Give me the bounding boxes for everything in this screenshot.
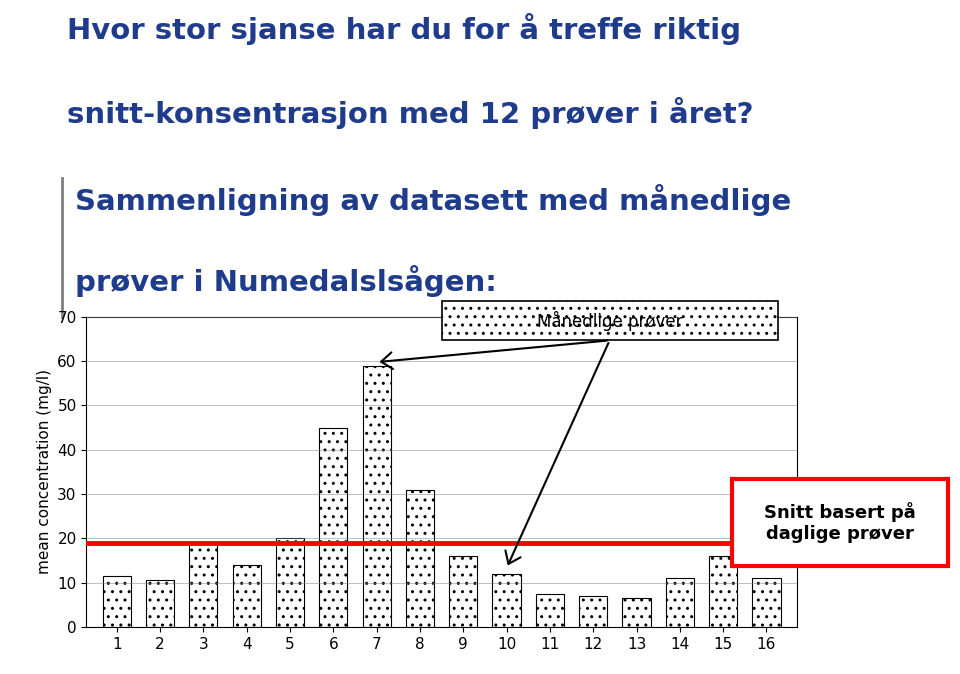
Bar xyxy=(622,598,651,627)
Bar xyxy=(103,576,131,627)
Text: Snitt basert på
daglige prøver: Snitt basert på daglige prøver xyxy=(763,502,916,543)
Text: snitt-konsentrasjon med 12 prøver i året?: snitt-konsentrasjon med 12 prøver i året… xyxy=(67,97,754,129)
Bar xyxy=(709,556,737,627)
Bar xyxy=(753,578,780,627)
Bar xyxy=(579,596,608,627)
FancyBboxPatch shape xyxy=(442,301,778,340)
FancyBboxPatch shape xyxy=(732,479,948,566)
Bar xyxy=(363,365,391,627)
Bar xyxy=(320,427,348,627)
Bar xyxy=(666,578,694,627)
Text: prøver i Numedalslsågen:: prøver i Numedalslsågen: xyxy=(75,266,496,297)
Text: Hvor stor sjanse har du for å treffe riktig: Hvor stor sjanse har du for å treffe rik… xyxy=(67,13,741,45)
Y-axis label: mean concentration (mg/l): mean concentration (mg/l) xyxy=(36,369,52,574)
Bar xyxy=(492,574,520,627)
Bar xyxy=(232,565,261,627)
Bar xyxy=(189,543,217,627)
Text: Månedlige prøver: Månedlige prøver xyxy=(537,311,683,331)
Bar xyxy=(406,489,434,627)
Bar xyxy=(146,580,174,627)
Text: Sammenligning av datasett med månedlige: Sammenligning av datasett med månedlige xyxy=(75,185,791,216)
Bar xyxy=(276,539,304,627)
Bar xyxy=(536,594,564,627)
Bar xyxy=(449,556,477,627)
